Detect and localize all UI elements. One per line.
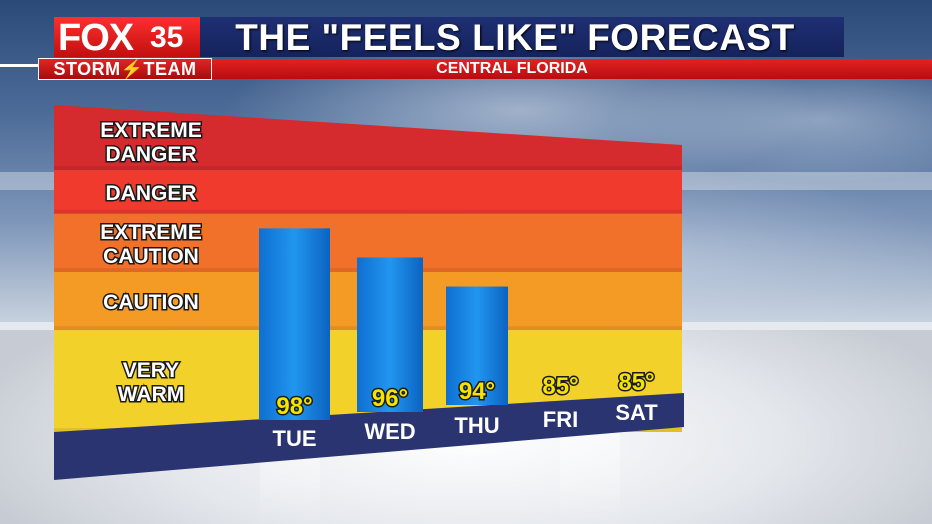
header-accent-line (0, 64, 40, 67)
day-label: TUE (273, 426, 317, 451)
subtitle-bar (212, 59, 932, 79)
bar-thu (446, 286, 508, 405)
region-subtitle: CENTRAL FLORIDA (436, 60, 588, 77)
bars: 98° 96° 94° 85° 85° (259, 228, 656, 422)
logo-brand: FOX (58, 17, 134, 59)
zone-label: VERY (123, 359, 179, 382)
zone-label: CAUTION (103, 291, 199, 314)
value-label: 98° (276, 393, 312, 420)
zone-divider (54, 209, 682, 214)
zone-label: DANGER (105, 143, 196, 166)
bar-tue (259, 228, 330, 420)
storm-team-badge (38, 58, 212, 80)
zone-label: DANGER (105, 182, 196, 205)
day-label: WED (364, 419, 415, 444)
value-label: 94° (459, 378, 495, 405)
day-label: THU (454, 413, 499, 438)
bar-wed (357, 257, 423, 412)
zone-label: WARM (118, 383, 185, 406)
value-label: 96° (372, 385, 408, 412)
zone-label: EXTREME (100, 119, 202, 142)
day-label: FRI (543, 407, 578, 432)
zone-label: EXTREME (100, 221, 202, 244)
page-title: THE "FEELS LIKE" FORECAST (235, 17, 795, 58)
value-label: 85° (542, 373, 578, 400)
station-logo (54, 17, 200, 57)
day-labels: TUE WED THU FRI SAT (273, 400, 659, 451)
zone-divider (54, 166, 682, 171)
chart-base (54, 393, 684, 480)
zone-labels: EXTREMEDANGERDANGEREXTREMECAUTIONCAUTION… (99, 118, 204, 408)
zone-label: CAUTION (103, 245, 199, 268)
logo-channel-number: 35 (150, 21, 184, 54)
zone-band (54, 170, 682, 214)
storm-team-label: STORM⚡TEAM (53, 59, 197, 79)
day-label: SAT (615, 400, 658, 425)
value-label: 85° (618, 369, 654, 396)
